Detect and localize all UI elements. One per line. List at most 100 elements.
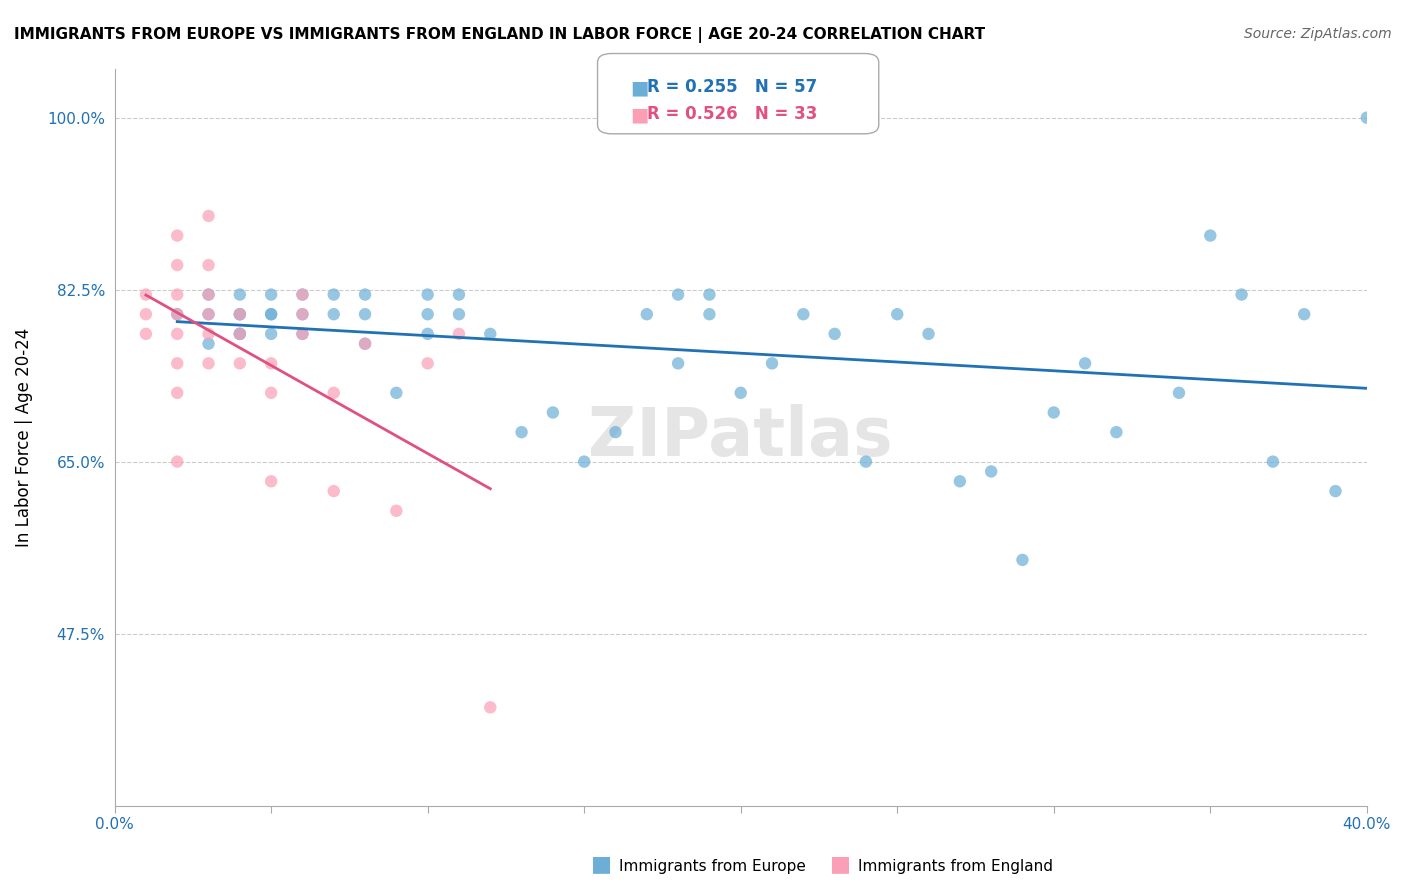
Point bbox=[291, 307, 314, 321]
Point bbox=[699, 287, 721, 301]
Point bbox=[229, 307, 252, 321]
Point bbox=[322, 484, 344, 499]
Point bbox=[354, 336, 377, 351]
Point bbox=[135, 326, 157, 341]
Point bbox=[636, 307, 658, 321]
Point bbox=[135, 307, 157, 321]
Point bbox=[855, 455, 877, 469]
Point bbox=[166, 356, 188, 370]
Y-axis label: In Labor Force | Age 20-24: In Labor Force | Age 20-24 bbox=[15, 327, 32, 547]
Point bbox=[447, 307, 470, 321]
Point bbox=[166, 455, 188, 469]
Point bbox=[197, 287, 219, 301]
Point bbox=[479, 326, 502, 341]
Point bbox=[322, 307, 344, 321]
Text: R = 0.255   N = 57: R = 0.255 N = 57 bbox=[647, 78, 817, 96]
Point bbox=[260, 356, 283, 370]
Point bbox=[792, 307, 814, 321]
Text: ■: ■ bbox=[630, 78, 648, 97]
Point bbox=[229, 326, 252, 341]
Point bbox=[886, 307, 908, 321]
Point bbox=[541, 405, 564, 419]
Point bbox=[1261, 455, 1284, 469]
Text: ZIPatlas: ZIPatlas bbox=[588, 404, 893, 470]
Point bbox=[197, 258, 219, 272]
Point bbox=[229, 326, 252, 341]
Point bbox=[260, 307, 283, 321]
Text: Immigrants from England: Immigrants from England bbox=[858, 859, 1053, 874]
Point bbox=[229, 326, 252, 341]
Point bbox=[416, 326, 439, 341]
Point bbox=[260, 385, 283, 400]
Point bbox=[197, 356, 219, 370]
Point bbox=[166, 287, 188, 301]
Point bbox=[385, 504, 408, 518]
Point bbox=[666, 287, 689, 301]
Point bbox=[572, 455, 595, 469]
Point bbox=[1168, 385, 1191, 400]
Point bbox=[949, 475, 972, 489]
Point bbox=[229, 287, 252, 301]
Point bbox=[761, 356, 783, 370]
Point bbox=[1105, 425, 1128, 439]
Point bbox=[1074, 356, 1097, 370]
Point bbox=[260, 307, 283, 321]
Point bbox=[510, 425, 533, 439]
Point bbox=[260, 475, 283, 489]
Point bbox=[197, 287, 219, 301]
Point bbox=[1042, 405, 1064, 419]
Point bbox=[197, 307, 219, 321]
Point bbox=[1355, 111, 1378, 125]
Point bbox=[291, 326, 314, 341]
Text: ■: ■ bbox=[630, 105, 648, 124]
Point bbox=[479, 700, 502, 714]
Point bbox=[166, 385, 188, 400]
Point bbox=[917, 326, 939, 341]
Point bbox=[166, 228, 188, 243]
Point bbox=[291, 326, 314, 341]
Text: ■: ■ bbox=[591, 855, 612, 874]
Point bbox=[166, 307, 188, 321]
Point bbox=[291, 307, 314, 321]
Point bbox=[322, 385, 344, 400]
Point bbox=[385, 385, 408, 400]
Point bbox=[260, 287, 283, 301]
Point bbox=[416, 307, 439, 321]
Text: Source: ZipAtlas.com: Source: ZipAtlas.com bbox=[1244, 27, 1392, 41]
Point bbox=[354, 307, 377, 321]
Point bbox=[197, 336, 219, 351]
Point bbox=[1294, 307, 1316, 321]
Point bbox=[291, 287, 314, 301]
Point bbox=[166, 326, 188, 341]
Point bbox=[197, 307, 219, 321]
Point bbox=[980, 465, 1002, 479]
Point bbox=[291, 287, 314, 301]
Text: IMMIGRANTS FROM EUROPE VS IMMIGRANTS FROM ENGLAND IN LABOR FORCE | AGE 20-24 COR: IMMIGRANTS FROM EUROPE VS IMMIGRANTS FRO… bbox=[14, 27, 986, 43]
Point bbox=[229, 356, 252, 370]
Point bbox=[1011, 553, 1033, 567]
Point bbox=[699, 307, 721, 321]
Point bbox=[354, 336, 377, 351]
Point bbox=[730, 385, 752, 400]
Point bbox=[1324, 484, 1347, 499]
Point bbox=[447, 326, 470, 341]
Point bbox=[260, 326, 283, 341]
Point bbox=[229, 307, 252, 321]
Point bbox=[605, 425, 627, 439]
Point bbox=[135, 287, 157, 301]
Point bbox=[824, 326, 846, 341]
Point bbox=[322, 287, 344, 301]
Point bbox=[197, 209, 219, 223]
Point bbox=[447, 287, 470, 301]
Point bbox=[666, 356, 689, 370]
Point bbox=[166, 258, 188, 272]
Point bbox=[416, 356, 439, 370]
Text: ■: ■ bbox=[830, 855, 851, 874]
Point bbox=[229, 307, 252, 321]
Text: Immigrants from Europe: Immigrants from Europe bbox=[619, 859, 806, 874]
Text: R = 0.526   N = 33: R = 0.526 N = 33 bbox=[647, 105, 817, 123]
Point bbox=[197, 326, 219, 341]
Point bbox=[416, 287, 439, 301]
Point bbox=[166, 307, 188, 321]
Point bbox=[1199, 228, 1222, 243]
